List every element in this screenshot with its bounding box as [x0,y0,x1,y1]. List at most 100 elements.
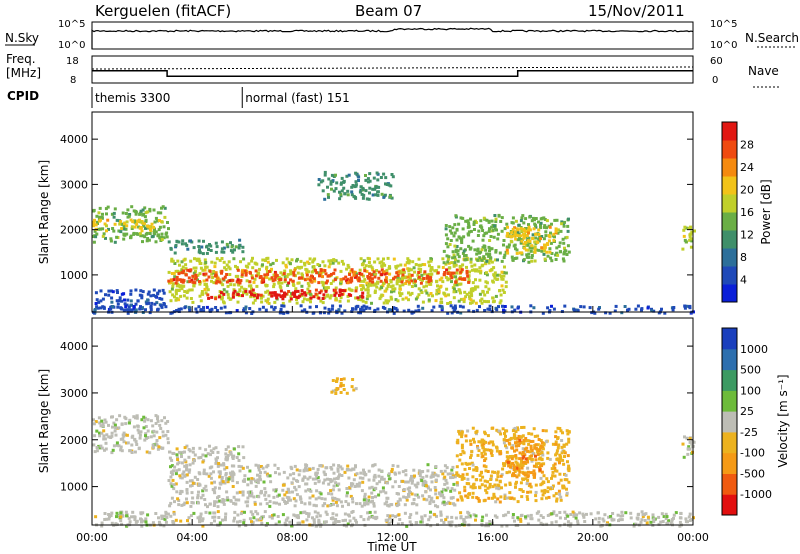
data-cell [515,480,518,484]
data-cell [543,249,546,253]
data-cell [113,240,117,244]
data-cell [323,281,327,285]
data-cell [171,472,175,476]
data-cell [188,463,192,467]
data-cell [120,422,124,426]
data-cell [417,495,421,499]
data-cell [397,492,400,496]
data-cell [257,468,261,472]
data-cell [202,471,206,475]
data-cell [189,504,193,508]
data-cell [366,275,370,278]
data-cell [558,524,562,528]
data-cell [681,247,685,251]
data-cell [270,294,274,298]
data-cell [439,494,443,498]
data-cell [204,454,208,458]
data-cell [471,426,475,430]
data-cell [500,270,504,274]
data-cell [222,288,226,292]
data-cell [506,460,510,464]
data-cell [504,285,508,289]
data-cell [115,443,119,447]
data-cell [221,480,225,484]
data-cell [541,429,545,433]
data-cell [99,289,103,293]
freq-tick-bottom: 8 [70,75,76,86]
data-cell [141,290,145,294]
data-cell [529,249,533,253]
data-cell [219,482,223,486]
data-cell [182,503,186,507]
data-cell [563,246,566,250]
data-cell [338,299,342,303]
data-cell [272,282,276,286]
data-cell [413,270,417,274]
data-cell [567,469,571,473]
colorbar-tick-label: 8 [740,251,747,264]
data-cell [450,515,454,519]
data-cell [392,277,395,281]
data-cell [154,295,158,298]
data-cell [102,429,106,433]
data-cell [185,473,189,477]
data-cell [128,520,132,524]
data-cell [450,468,454,472]
data-cell [393,287,397,291]
data-cell [110,511,114,515]
data-cell [147,238,151,242]
data-cell [237,524,241,528]
data-cell [498,452,502,456]
data-cell [534,236,538,240]
data-cell [225,290,229,294]
data-cell [264,308,268,312]
data-cell [180,503,184,507]
data-cell [373,473,377,477]
data-cell [417,293,421,297]
data-cell [364,264,368,268]
data-cell [489,478,493,481]
data-cell [421,263,425,266]
data-cell [343,289,347,293]
data-cell [640,510,644,514]
data-cell [321,268,325,272]
data-cell [170,496,174,500]
data-cell [243,474,247,478]
data-cell [475,252,479,256]
colorbar-tick-label: -100 [740,447,765,460]
data-cell [121,514,125,518]
data-cell [430,266,434,269]
data-cell [558,241,562,245]
data-cell [529,513,533,517]
station-title: Kerguelen (fitACF) [95,2,231,20]
data-cell [283,269,287,273]
data-cell [511,444,515,448]
data-cell [439,510,443,514]
data-cell [432,305,436,309]
data-cell [115,511,119,515]
data-cell [514,456,518,460]
data-cell [201,524,205,528]
data-cell [519,517,523,521]
data-cell [453,223,457,227]
data-cell [252,495,256,499]
data-cell [255,284,259,288]
data-cell [176,458,180,462]
data-cell [198,250,202,254]
data-cell [248,469,252,473]
data-cell [210,295,214,299]
data-cell [232,501,236,505]
data-cell [229,297,233,301]
data-cell [383,272,387,276]
data-cell [396,274,400,277]
data-cell [351,510,355,513]
data-cell [371,496,374,499]
data-cell [273,291,277,295]
data-cell [162,524,166,528]
data-cell [227,260,231,264]
data-cell [95,298,99,302]
data-cell [215,245,219,249]
data-cell [603,513,607,517]
data-cell [460,241,464,244]
data-cell [303,291,306,295]
